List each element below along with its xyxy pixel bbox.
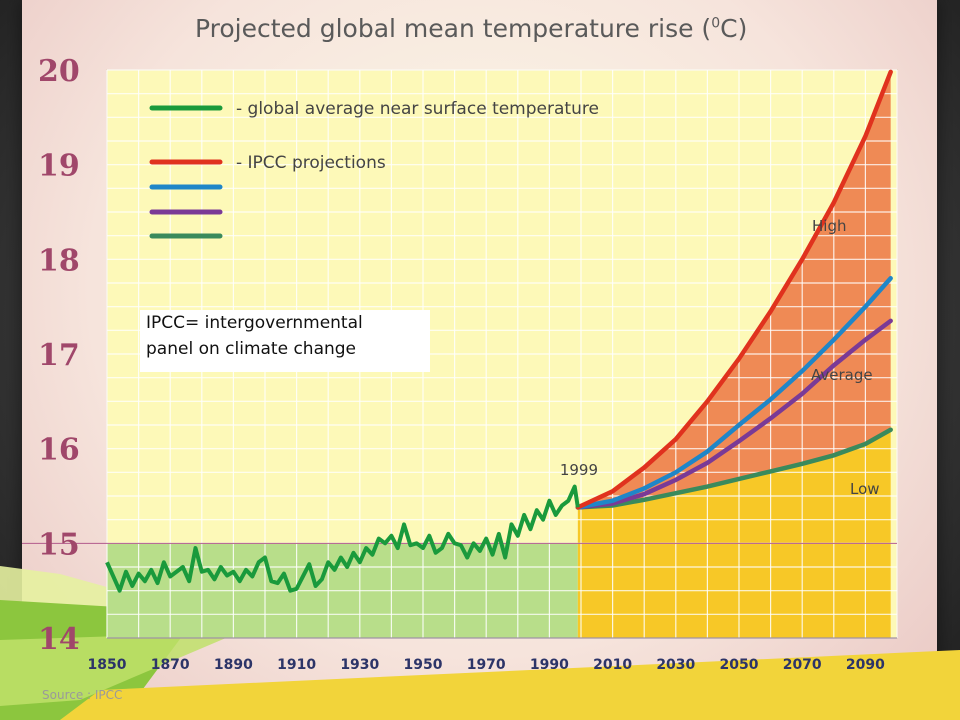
x-tick-label: 2090 — [846, 657, 885, 673]
x-tick-label: 1910 — [277, 657, 316, 673]
grid — [22, 69, 898, 639]
series-line-average — [575, 276, 893, 510]
y-tick-label: 15 — [38, 527, 80, 562]
x-tick-label: 1930 — [340, 657, 379, 673]
observed-temperature-line — [105, 484, 580, 593]
x-tick-label: 1990 — [530, 657, 569, 673]
legend: - global average near surface temperatur… — [149, 99, 599, 239]
chart-title: Projected global mean temperature rise (… — [195, 14, 748, 43]
note-line-1: IPCC= intergovernmental — [146, 313, 363, 333]
x-tick-label: 1850 — [88, 657, 127, 673]
high-label: High — [812, 217, 846, 235]
x-tick-label: 2070 — [783, 657, 822, 673]
series-line-low — [575, 427, 893, 510]
note-line-2: panel on climate change — [146, 339, 357, 359]
y-tick-label: 16 — [38, 433, 80, 468]
axes: 14 15 16 17 18 19 20 1850 1870 1890 1910 1930 1950 19… — [38, 54, 885, 673]
series-line-mid — [575, 318, 893, 510]
y-tick-label: 18 — [38, 243, 80, 278]
low-label: Low — [850, 480, 880, 498]
year-marker-label: 1999 — [560, 461, 598, 479]
legend-label: - IPCC projections — [236, 153, 386, 173]
x-tick-label: 1970 — [467, 657, 506, 673]
y-tick-label: 20 — [38, 54, 80, 89]
x-tick-label: 2010 — [593, 657, 632, 673]
y-tick-label: 17 — [38, 338, 80, 373]
source-label: Source : IPCC — [42, 688, 123, 702]
x-tick-label: 2050 — [720, 657, 759, 673]
series — [105, 69, 893, 593]
legend-label: - global average near surface temperatur… — [236, 99, 599, 119]
x-tick-label: 1950 — [404, 657, 443, 673]
x-tick-label: 1870 — [151, 657, 190, 673]
future-fill-low — [577, 429, 891, 638]
y-tick-label: 19 — [38, 149, 80, 184]
y-tick-label: 14 — [38, 622, 80, 657]
note-box: IPCC= intergovernmental panel on climate… — [140, 310, 430, 372]
annotations: 1999 High Average Low — [560, 217, 880, 498]
projection-band — [577, 71, 891, 508]
average-label: Average — [811, 366, 873, 384]
x-tick-label: 2030 — [656, 657, 695, 673]
series-line-high — [575, 69, 893, 510]
x-tick-label: 1890 — [214, 657, 253, 673]
